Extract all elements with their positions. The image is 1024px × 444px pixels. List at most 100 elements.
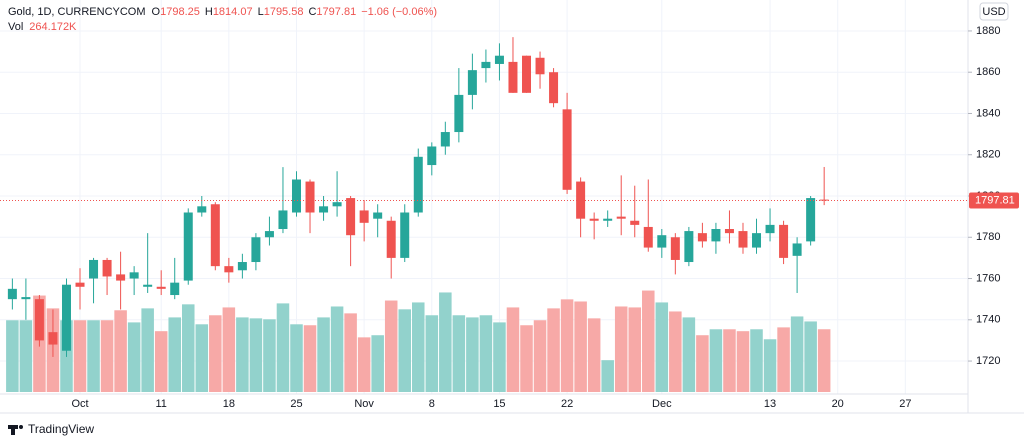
volume-bar [493,322,506,392]
candle-body [373,212,383,219]
brand-logo [8,425,23,435]
candle-body [494,55,504,64]
y-tick-label: 1780 [976,231,1000,243]
candle-body [752,233,762,248]
x-tick-label: 20 [832,398,844,410]
candle-body [765,224,775,234]
volume-bar [6,320,19,392]
volume-bar [642,290,655,392]
candle-body [467,70,477,95]
candle-body [210,204,220,267]
volume-bar [574,301,587,392]
candle-body [670,237,680,260]
volume-bar [655,302,669,392]
high-value: 1814.07 [213,6,253,18]
volume-bar [669,311,682,392]
volume-bar [100,320,114,392]
candle-body [102,259,112,277]
candle-body [237,262,247,271]
volume-bar [371,335,384,392]
y-tick-label: 1840 [976,107,1000,119]
last-price-tag [969,192,1019,209]
volume-bar [709,329,723,392]
close-prefix: C [308,6,316,18]
vol-value: 264.172K [29,21,77,33]
x-tick-label: 27 [899,398,911,410]
volume-bar [817,329,831,392]
candle-body [413,156,423,213]
volume-bar [141,308,154,392]
volume-bar [154,331,168,392]
volume-bar [276,303,290,392]
volume-bar [790,316,804,392]
candle-body [48,332,58,345]
candle-body [278,210,288,230]
candle-body [643,226,653,248]
candle-body [21,297,31,300]
candle-body [806,198,816,242]
candle-body [400,212,410,258]
candle-body [738,231,748,248]
candle-body [819,199,829,201]
candle-body [630,220,640,225]
volume-bar [466,317,479,392]
candle-body [454,94,464,133]
volume-bar [533,320,547,392]
y-tick-label: 1860 [976,66,1000,78]
x-tick-label: Oct [71,398,88,410]
x-tick-label: 13 [764,398,776,410]
volume-bar [263,319,276,392]
candle-body [346,198,356,236]
volume-bar [506,307,520,392]
close-value: 1797.81 [316,6,356,18]
y-tick-label: 1880 [976,25,1000,37]
candle-body [359,210,369,223]
brand: TradingView [28,422,94,436]
x-tick-label: 25 [290,398,302,410]
volume-bar [114,310,127,392]
currency-label[interactable]: USD [982,6,1005,18]
candle-body [251,237,261,263]
candle-body [170,282,180,296]
volume-bar [19,320,33,392]
symbol: Gold, 1D, CURRENCYCOM [8,6,146,18]
volume-bar [209,315,222,392]
volume-bar [439,292,452,392]
volume-bar [195,324,209,392]
low-prefix: L [258,6,264,18]
candle-body [116,274,126,281]
candle-body [89,259,99,279]
open-value: 1798.25 [160,6,200,18]
volume-bar [587,318,601,392]
volume-bar [330,306,344,392]
candle-body [319,206,329,213]
candle-body [143,284,153,287]
volume-bar [73,320,87,392]
vol-prefix: Vol [8,21,23,33]
candle-body [427,146,437,166]
volume-bar [384,300,398,392]
volume-bar [344,313,357,392]
candle-body [549,72,559,104]
candle-body [224,266,234,273]
candle-body [305,181,315,213]
candle-body [711,229,721,242]
volume-bar [763,339,777,392]
x-tick-label: 8 [429,398,435,410]
currency-button[interactable] [979,2,1009,21]
y-tick-label: 1720 [976,355,1000,367]
x-tick-label: 22 [561,398,573,410]
volume-header: Vol 264.172K [8,21,77,33]
candle-body [603,218,613,221]
last-price-label: 1797.81 [975,194,1015,206]
volume-bar [87,320,100,392]
volume-bar [452,315,466,392]
volume-bar [249,318,263,392]
volume-bar [317,317,330,392]
candle-body [34,299,44,341]
volume-bar [181,304,195,392]
candle-body [657,235,667,248]
volume-bar [547,308,560,392]
volume-bar [736,331,750,392]
